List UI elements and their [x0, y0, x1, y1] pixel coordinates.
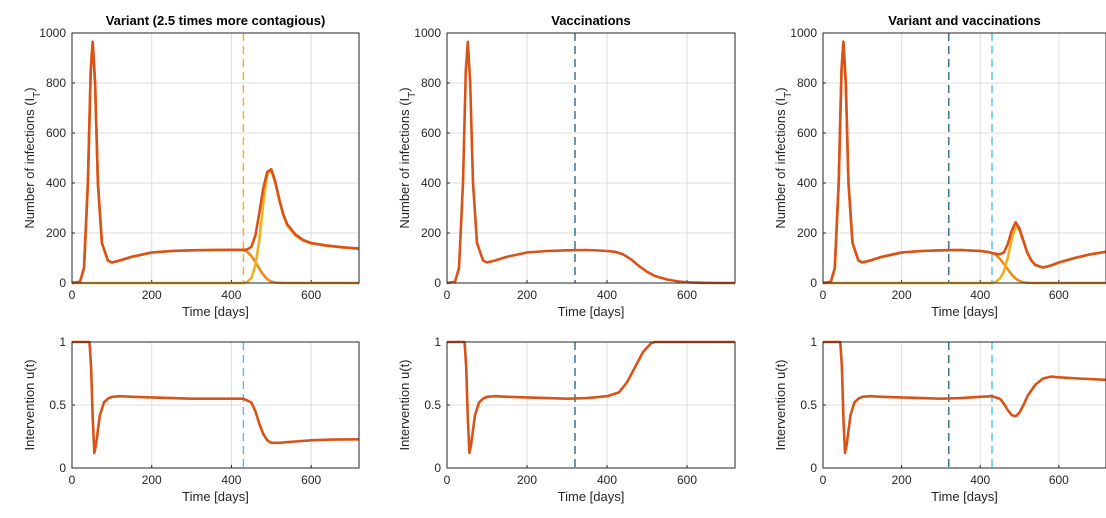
x-tick-label: 400 — [221, 473, 241, 487]
x-tick-label: 200 — [142, 473, 162, 487]
panel-title: Variant (2.5 times more contagious) — [106, 13, 326, 28]
y-tick-label: 600 — [46, 126, 66, 140]
x-tick-label: 600 — [677, 473, 697, 487]
axes-frame — [447, 33, 735, 283]
x-tick-label: 200 — [892, 473, 912, 487]
x-tick-label: 400 — [597, 473, 617, 487]
panel-variant-infections: 0 200 400 600 0 200 400 600 800 1000 Variant (2.5 … — [22, 13, 359, 319]
y-tick-label: 400 — [421, 176, 441, 190]
x-tick-label: 200 — [142, 288, 162, 302]
y-tick-label: 0 — [810, 276, 817, 290]
series-line — [72, 42, 359, 283]
x-tick-label: 0 — [820, 473, 827, 487]
series-line — [72, 342, 359, 453]
y-tick-label: 1000 — [414, 26, 441, 40]
series-line — [447, 342, 735, 453]
x-tick-label: 200 — [517, 473, 537, 487]
x-tick-label: 400 — [970, 473, 990, 487]
x-tick-label: 600 — [301, 473, 321, 487]
y-tick-label: 0.5 — [424, 398, 441, 412]
y-axis-label: Intervention u(t) — [22, 359, 37, 450]
y-tick-label: 200 — [797, 226, 817, 240]
y-axis-label: Number of infections (IT) — [773, 87, 794, 228]
panel-variant-vaccinations-infections: 0 200 400 600 0 200 400 600 800 1000 Variant and v… — [773, 13, 1106, 319]
x-tick-label: 0 — [444, 473, 451, 487]
x-tick-label: 200 — [892, 288, 912, 302]
x-tick-label: 0 — [444, 288, 451, 302]
y-tick-label: 1000 — [790, 26, 817, 40]
y-tick-label: 200 — [46, 226, 66, 240]
panel-vaccinations-intervention: 0 200 400 600 0 0.5 1 Time [days] Intervention u… — [397, 335, 735, 504]
x-axis-label: Time [days] — [182, 489, 249, 504]
y-tick-label: 1 — [434, 335, 441, 349]
y-axis-label: Number of infections (IT) — [22, 87, 43, 228]
y-tick-label: 1 — [59, 335, 66, 349]
x-axis-label: Time [days] — [558, 489, 625, 504]
series-line — [823, 42, 1106, 283]
y-tick-label: 400 — [797, 176, 817, 190]
y-tick-label: 1 — [810, 335, 817, 349]
y-axis-label: Intervention u(t) — [397, 359, 412, 450]
x-tick-label: 0 — [69, 473, 76, 487]
y-tick-label: 400 — [46, 176, 66, 190]
y-tick-label: 1000 — [39, 26, 66, 40]
series-line — [72, 42, 359, 283]
y-tick-label: 600 — [797, 126, 817, 140]
y-tick-label: 0.5 — [49, 398, 66, 412]
series-line — [823, 227, 1106, 283]
y-axis-label: Intervention u(t) — [773, 359, 788, 450]
panel-variant-vaccinations-intervention: 0 200 400 600 0 0.5 1 Time [days] Intervention u… — [773, 335, 1106, 504]
series-line — [72, 171, 359, 284]
panel-title: Variant and vaccinations — [888, 13, 1040, 28]
y-axis-label: Number of infections (IT) — [397, 87, 418, 228]
x-tick-label: 0 — [820, 288, 827, 302]
x-axis-label: Time [days] — [558, 304, 625, 319]
y-tick-label: 0 — [59, 461, 66, 475]
x-tick-label: 0 — [69, 288, 76, 302]
series-line — [447, 42, 735, 283]
panel-vaccinations-infections: 0 200 400 600 0 200 400 600 800 1000 Vaccinations T… — [397, 13, 735, 319]
y-tick-label: 200 — [421, 226, 441, 240]
x-tick-label: 600 — [1049, 288, 1069, 302]
x-axis-label: Time [days] — [931, 304, 998, 319]
y-tick-label: 0 — [434, 461, 441, 475]
y-tick-label: 800 — [797, 76, 817, 90]
y-tick-label: 0.5 — [800, 398, 817, 412]
y-tick-label: 0 — [59, 276, 66, 290]
panel-title: Vaccinations — [551, 13, 630, 28]
x-tick-label: 400 — [221, 288, 241, 302]
y-tick-label: 0 — [810, 461, 817, 475]
series-line — [823, 42, 1106, 283]
x-tick-label: 600 — [677, 288, 697, 302]
x-axis-label: Time [days] — [182, 304, 249, 319]
x-tick-label: 600 — [1049, 473, 1069, 487]
x-tick-label: 400 — [597, 288, 617, 302]
y-tick-label: 600 — [421, 126, 441, 140]
x-tick-label: 400 — [970, 288, 990, 302]
panel-variant-intervention: 0 200 400 600 0 0.5 1 Time [days] Intervention u… — [22, 335, 359, 504]
y-tick-label: 800 — [46, 76, 66, 90]
axes-frame — [823, 33, 1106, 283]
series-line — [823, 342, 1106, 453]
y-tick-label: 0 — [434, 276, 441, 290]
y-tick-label: 800 — [421, 76, 441, 90]
x-tick-label: 600 — [301, 288, 321, 302]
x-tick-label: 200 — [517, 288, 537, 302]
x-axis-label: Time [days] — [931, 489, 998, 504]
